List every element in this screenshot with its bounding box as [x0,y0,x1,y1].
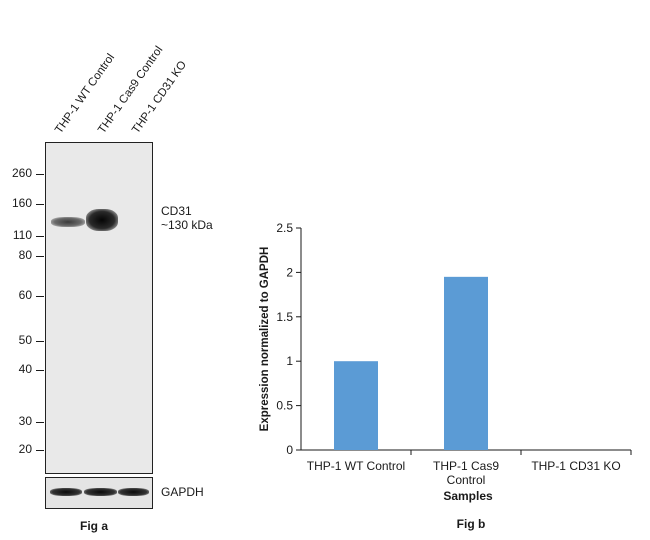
marker-label: 30 [18,414,32,428]
marker-label: 20 [18,442,32,456]
bar [334,361,378,450]
y-tick-label: 1.5 [276,310,293,324]
blot-gapdh [45,477,153,509]
marker-label: 110 [12,228,32,242]
loading-control-label: GAPDH [161,485,204,499]
blot-main [45,142,153,474]
y-axis-label: Expression normalized to GAPDH [259,247,271,432]
target-name: CD31 [161,204,192,218]
x-tick-label: THP-1 CD31 KO [531,459,620,473]
marker-tick [36,296,44,297]
x-tick-label: THP-1 Cas9 [433,459,499,473]
marker-tick [36,236,44,237]
band-gapdh-ko [118,488,149,496]
marker-tick [36,174,44,175]
marker-label: 80 [18,248,32,262]
target-size: ~130 kDa [161,218,213,232]
y-tick-label: 0.5 [276,399,293,413]
marker-tick [36,204,44,205]
marker-label: 60 [18,288,32,302]
marker-tick [36,256,44,257]
band-gapdh-wt [50,488,82,496]
marker-label: 160 [11,196,32,210]
x-axis-label: Samples [443,489,493,503]
y-tick-label: 2.5 [276,221,293,235]
marker-tick [36,450,44,451]
y-tick-label: 0 [286,443,293,457]
y-tick-label: 1 [286,354,293,368]
marker-label: 50 [18,333,32,347]
marker-label: 260 [11,166,32,180]
fig-b-caption: Fig b [457,517,486,531]
x-tick-label: Control [447,473,486,487]
marker-tick [36,370,44,371]
fig-a-caption: Fig a [80,519,109,533]
band-cd31-wt [51,217,85,227]
band-gapdh-cas9 [84,488,117,496]
bar [444,276,488,450]
marker-tick [36,422,44,423]
x-tick-label: THP-1 WT Control [307,459,405,473]
band-cd31-cas9 [86,209,118,231]
marker-tick [36,341,44,342]
y-tick-label: 2 [286,265,293,279]
marker-label: 40 [18,362,32,376]
